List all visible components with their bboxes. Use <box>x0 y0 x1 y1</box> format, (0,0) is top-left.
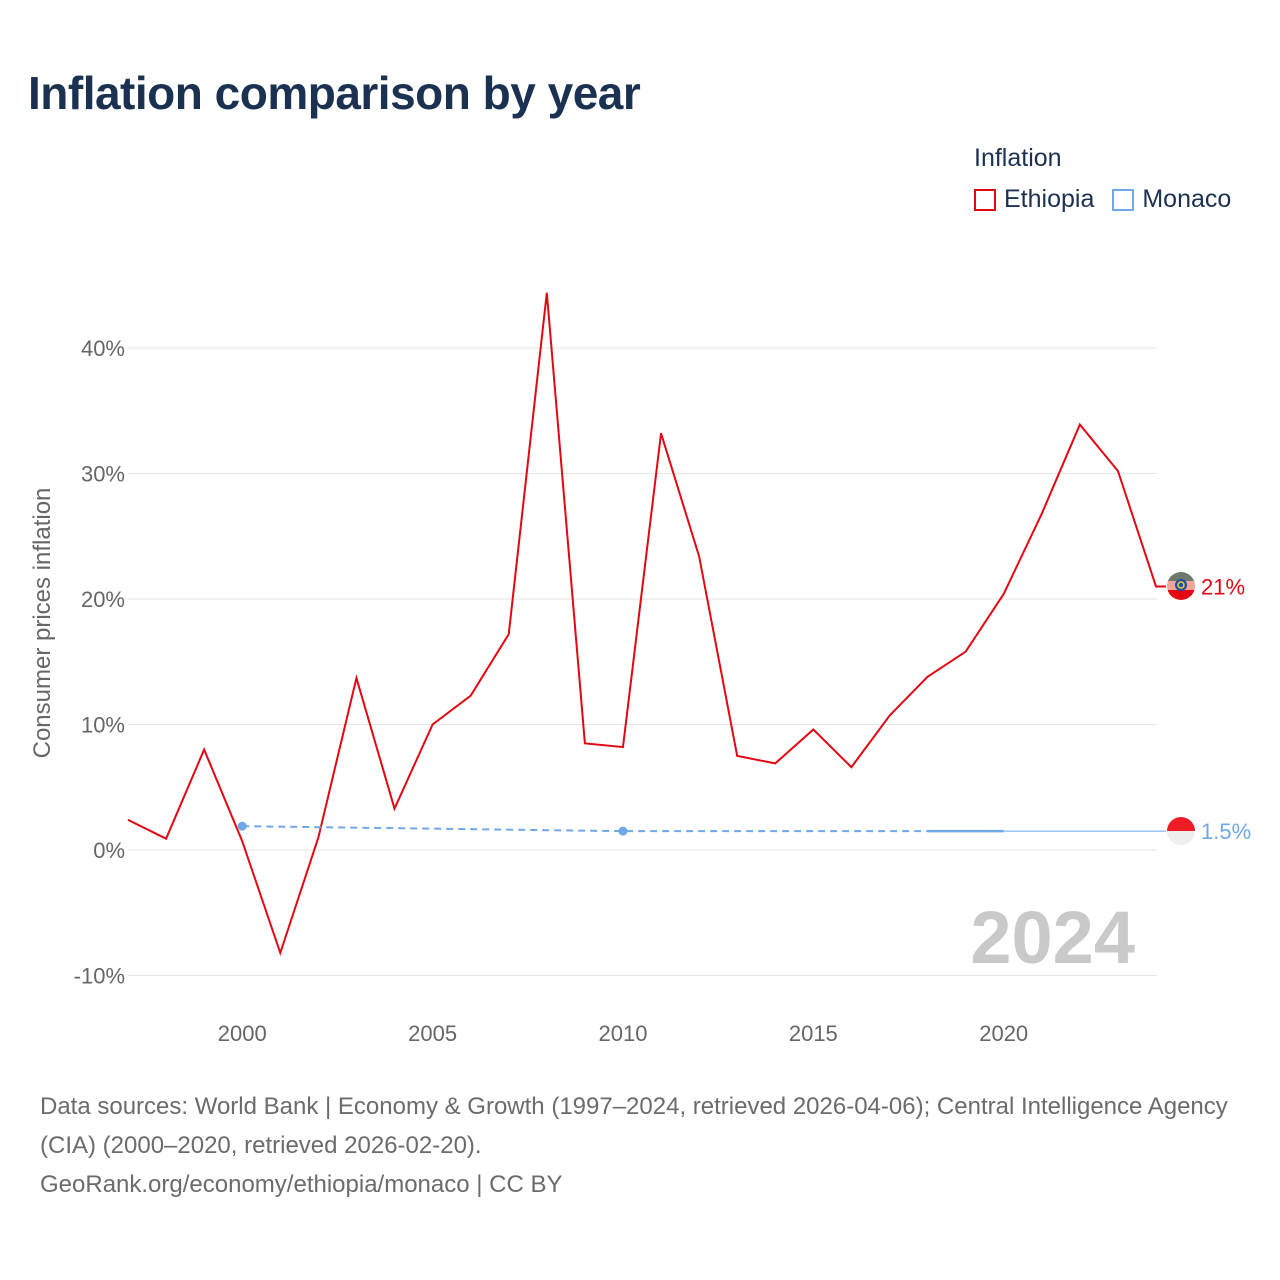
x-tick-label: 2010 <box>598 1021 647 1046</box>
x-tick-label: 2020 <box>979 1021 1028 1046</box>
ethiopia-series-line <box>127 292 1166 957</box>
grid <box>128 347 1157 976</box>
legend-item-monaco[interactable]: Monaco <box>1112 185 1231 214</box>
monaco-series-line-estimated <box>242 825 928 833</box>
data-sources-text: Data sources: World Bank | Economy & Gro… <box>40 1093 1228 1159</box>
legend-label-monaco: Monaco <box>1142 185 1232 213</box>
x-tick-label: 2000 <box>218 1021 267 1046</box>
y-tick-label: 30% <box>81 462 125 487</box>
y-tick-label: 40% <box>81 336 125 361</box>
monaco-flag-icon <box>1167 817 1195 845</box>
monaco-end-label: 1.5% <box>1201 819 1251 844</box>
monaco-data-point <box>237 821 247 831</box>
ethiopia-end-label: 21% <box>1201 574 1245 599</box>
page-title: Inflation comparison by year <box>28 67 641 119</box>
y-tick-label: -10% <box>74 964 125 989</box>
legend-swatch-monaco <box>1112 188 1135 211</box>
flags <box>1167 572 1195 845</box>
footer: Data sources: World Bank | Economy & Gro… <box>40 1087 1250 1204</box>
legend-swatch-ethiopia <box>974 188 996 211</box>
y-tick-label: 0% <box>93 838 125 863</box>
legend-label-ethiopia: Ethiopia <box>1004 185 1095 213</box>
legend-item-ethiopia[interactable]: Ethiopia <box>974 185 1094 214</box>
credit-link[interactable]: GeoRank.org/economy/ethiopia/monaco | CC… <box>40 1171 563 1198</box>
legend: Inflation Ethiopia Monaco <box>974 144 1264 214</box>
y-tick-label: 10% <box>81 713 125 738</box>
year-watermark: 2024 <box>970 896 1135 979</box>
end-labels: 21% 1.5% <box>1201 574 1251 844</box>
y-axis-label: Consumer prices inflation <box>29 488 56 759</box>
axes: -10% 0% 10% 20% 30% 40% 2000 2005 2010 2015 2020 Co… <box>29 336 1028 1046</box>
legend-title: Inflation <box>974 144 1062 172</box>
ethiopia-flag-icon <box>1167 572 1195 600</box>
x-tick-label: 2005 <box>408 1021 457 1046</box>
monaco-data-point <box>618 826 628 836</box>
y-tick-label: 20% <box>81 587 125 612</box>
series <box>127 292 1166 957</box>
x-tick-label: 2015 <box>789 1021 838 1046</box>
